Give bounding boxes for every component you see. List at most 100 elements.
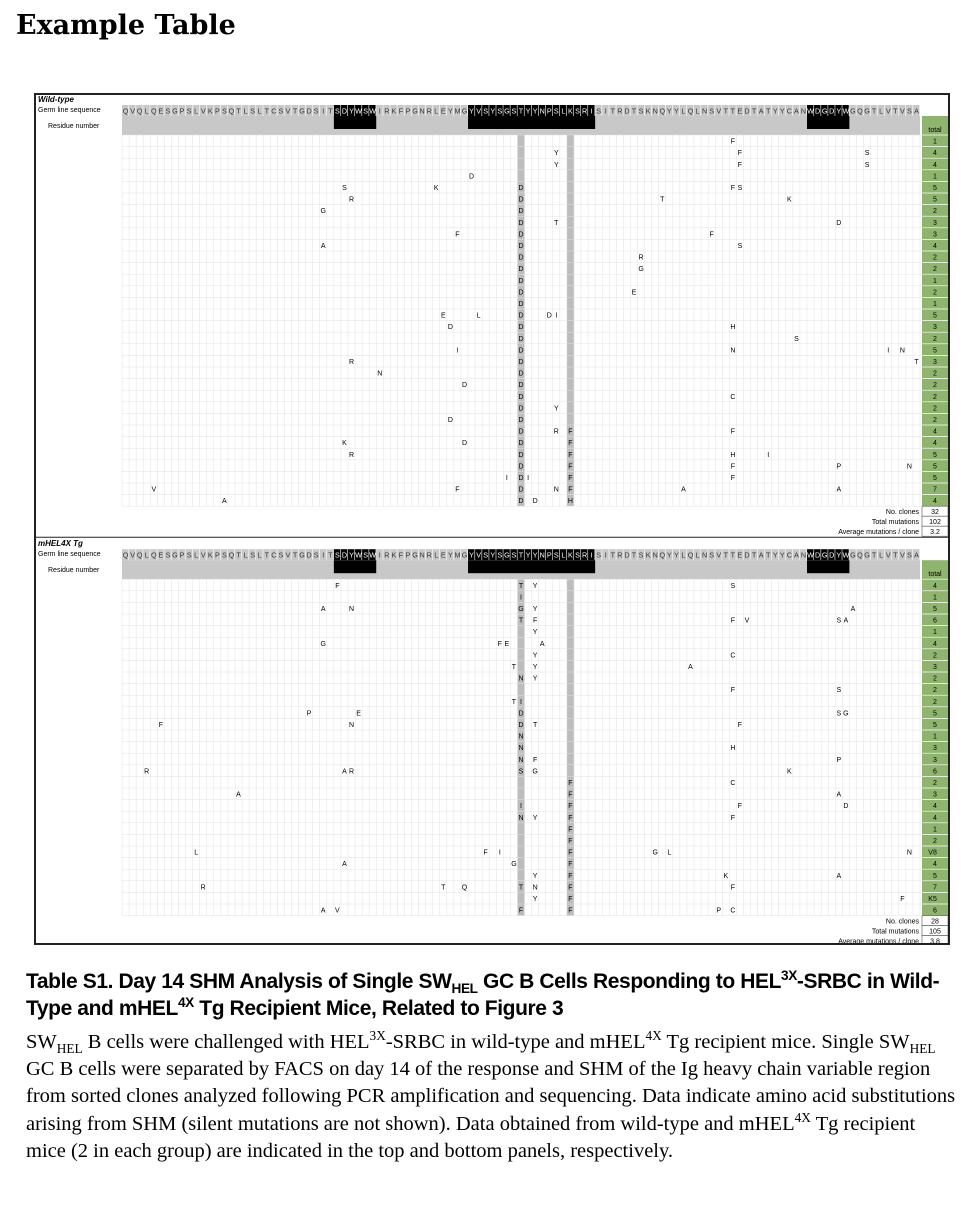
panel-1-mutation-2: N: [349, 606, 354, 613]
panel-0-mutation-0: F: [731, 139, 735, 146]
panel-0-mutation-22: D: [518, 394, 523, 401]
panel-1-seq-letter: N: [540, 551, 545, 560]
caption-title: Table S1. Day 14 SHM Analysis of Single …: [26, 968, 940, 1020]
panel-0-seq-letter: Y: [448, 107, 453, 116]
panel-1-seq-letter: E: [158, 551, 163, 560]
panel-0-total-6: 2: [933, 208, 937, 215]
panel-0-mutation-7: D: [836, 220, 841, 227]
panel-1-mutation-3: T: [519, 618, 524, 625]
panel-0-seq-cell: [665, 105, 673, 116]
panel-1-seq-letter: G: [299, 551, 305, 560]
panel-0-mutation-15: I: [555, 313, 557, 320]
panel-1-mutation-5: A: [540, 641, 545, 648]
panel-1-seq-cell: [722, 549, 729, 561]
panel-0-seq-cell: [581, 105, 588, 116]
panel-0-seq-cell: [828, 105, 835, 116]
panel-1-seq-letter: V: [286, 551, 291, 560]
panel-0-seq-letter: L: [681, 107, 685, 116]
panel-0-seq-cell: [856, 105, 863, 116]
panel-1-seq-cell: [835, 549, 842, 561]
panel-0-seq-cell: [277, 105, 284, 116]
panel-1-seq-letter: T: [752, 551, 757, 560]
panel-0-seq-letter: L: [434, 107, 438, 116]
panel-0-seq-cell: [256, 105, 263, 116]
panel-1-seq-cell: [637, 549, 644, 561]
panel-1-seq-letter: S: [363, 551, 368, 560]
panel-1-seq-cell: [468, 549, 475, 561]
panel-0-seq-cell: [863, 105, 870, 116]
panel-0-seq-cell: [729, 105, 736, 116]
panel-0-mutation-30: D: [518, 487, 523, 494]
panel-1-mutation-25: F: [568, 873, 572, 880]
panel-0-seq-letter: P: [406, 107, 411, 116]
panel-1-seq-cell: [694, 549, 701, 561]
panel-1-mutation-16: S: [519, 768, 524, 775]
panel-0-mutation-29: F: [731, 475, 735, 482]
panel-0-seq-cell: [531, 105, 539, 116]
panel-0-seq-cell: [616, 105, 623, 116]
panel-0-mutation-9: A: [321, 243, 326, 250]
panel-0-mutation-5: R: [349, 197, 354, 204]
panel-0-seq-letter: T: [731, 107, 736, 116]
panel-1-mutation-0: S: [731, 583, 736, 590]
panel-0-mutation-26: D: [518, 440, 523, 447]
panel-0-seq-cell: [199, 105, 207, 116]
panel-0-seq-letter: S: [575, 107, 580, 116]
panel-0-seq-letter: Q: [229, 107, 235, 116]
panel-0-seq-letter: W: [355, 107, 362, 116]
panel-1-mutation-11: G: [843, 710, 848, 717]
panel-1-seq-letter: P: [180, 551, 185, 560]
panel-0-title: Wild-type: [38, 95, 74, 104]
panel-0-mutation-26: D: [462, 440, 467, 447]
panel-0-total-7: 3: [933, 220, 937, 227]
panel-1-mutation-26: N: [533, 884, 538, 891]
panel-0-mutation-30: N: [554, 487, 559, 494]
panel-1-mutation-12: N: [349, 722, 354, 729]
panel-1-seq-letter: I: [379, 551, 381, 560]
panel-1-seq-letter: N: [653, 551, 658, 560]
panel-0-seq-cell: [383, 105, 390, 116]
panel-1-mutation-12: D: [518, 722, 523, 729]
panel-0-cdr-band: [807, 116, 850, 129]
panel-1-mutation-26: T: [519, 884, 524, 891]
panel-0-seq-letter: Y: [490, 107, 495, 116]
panel-0-seq-cell: [220, 105, 228, 116]
panel-1-mutation-2: G: [518, 606, 523, 613]
panel-0-seq-letter: V: [716, 107, 721, 116]
panel-0-seq-letter: Q: [659, 107, 665, 116]
panel-0-mutation-20: N: [377, 371, 382, 378]
panel-1-seq-letter: A: [794, 551, 799, 560]
panel-0-stat-label: Average mutations / clone: [838, 529, 919, 536]
panel-0-mutation-30: F: [568, 487, 572, 494]
panel-1-mutation-28: A: [321, 908, 326, 915]
panel-0-seq-cell: [799, 105, 807, 116]
panel-1-seq-letter: D: [829, 551, 834, 560]
panel-1-total-2: 5: [933, 606, 937, 613]
panel-1-seq-cell: [531, 549, 539, 561]
panel-1-seq-cell: [616, 549, 623, 561]
panel-0-seq-cell: [206, 105, 214, 116]
panel-1-seq-letter: Y: [533, 551, 538, 560]
panel-1-seq-cell: [263, 549, 270, 561]
panel-0-seq-cell: [242, 105, 249, 116]
panel-1-seq-letter: I: [322, 551, 324, 560]
panel-0-seq-cell: [588, 105, 595, 116]
panel-0-seq-letter: S: [497, 107, 502, 116]
panel-1-seq-letter: Y: [349, 551, 354, 560]
panel-0-mutation-31: A: [222, 498, 227, 505]
panel-0-seq-cell: [750, 105, 757, 116]
panel-0-seq-letter: Y: [780, 107, 785, 116]
panel-1-seq-cell: [291, 549, 298, 561]
panel-0-mutation-5: T: [660, 197, 665, 204]
panel-1-seq-letter: N: [801, 551, 806, 560]
panel-0-seq-cell: [792, 105, 800, 116]
panel-0-mutation-2: F: [738, 162, 742, 169]
panel-1-seq-letter: S: [314, 551, 319, 560]
panel-0-seq-letter: L: [879, 107, 883, 116]
panel-0-seq-cell: [122, 105, 129, 116]
panel-1-seq-cell: [249, 549, 256, 561]
panel-0-seq-letter: K: [568, 107, 573, 116]
panel-0-seq-letter: K: [208, 107, 213, 116]
panel-1-mutation-25: Y: [533, 873, 538, 880]
panel-1-seq-cell: [199, 549, 207, 561]
